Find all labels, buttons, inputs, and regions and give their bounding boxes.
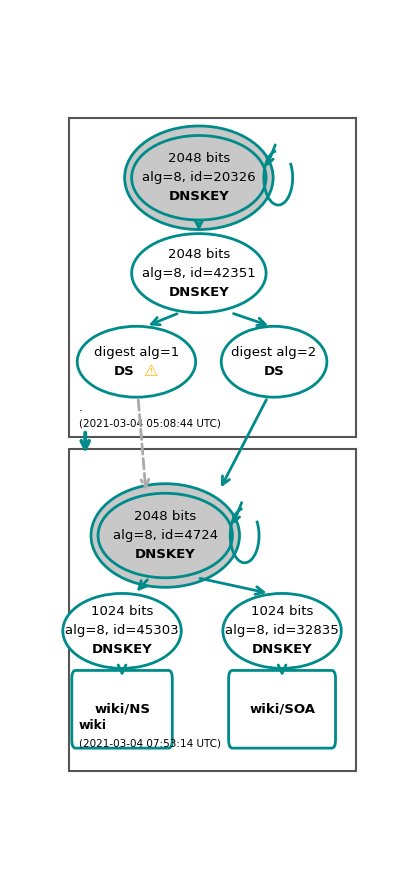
Text: DNSKEY: DNSKEY [135, 548, 196, 561]
Text: alg=8, id=42351: alg=8, id=42351 [142, 266, 256, 280]
Text: (2021-03-04 05:08:44 UTC): (2021-03-04 05:08:44 UTC) [79, 419, 221, 428]
Text: alg=8, id=20326: alg=8, id=20326 [142, 172, 256, 184]
Text: DS: DS [264, 365, 285, 378]
FancyBboxPatch shape [229, 671, 335, 748]
Text: DNSKEY: DNSKEY [169, 190, 229, 204]
Ellipse shape [221, 327, 327, 397]
Text: alg=8, id=32835: alg=8, id=32835 [225, 625, 339, 637]
Text: 2048 bits: 2048 bits [134, 510, 196, 523]
Bar [69, 449, 356, 771]
Ellipse shape [77, 327, 196, 397]
Text: wiki/NS: wiki/NS [94, 703, 150, 716]
Text: DNSKEY: DNSKEY [169, 286, 229, 299]
Text: wiki/SOA: wiki/SOA [249, 703, 315, 716]
Ellipse shape [98, 493, 233, 578]
Text: alg=8, id=4724: alg=8, id=4724 [113, 529, 218, 542]
Text: 1024 bits: 1024 bits [91, 605, 153, 619]
Text: 2048 bits: 2048 bits [168, 248, 230, 260]
Text: wiki: wiki [79, 720, 107, 733]
Text: DNSKEY: DNSKEY [92, 643, 152, 657]
Ellipse shape [132, 234, 266, 312]
Text: ⚠: ⚠ [144, 364, 158, 379]
Text: digest alg=2: digest alg=2 [231, 346, 317, 358]
Text: DS: DS [113, 365, 134, 378]
Text: 1024 bits: 1024 bits [251, 605, 313, 619]
Ellipse shape [132, 135, 266, 220]
Bar [69, 118, 356, 436]
Text: 2048 bits: 2048 bits [168, 152, 230, 165]
FancyBboxPatch shape [72, 671, 172, 748]
Text: alg=8, id=45303: alg=8, id=45303 [65, 625, 179, 637]
Text: DNSKEY: DNSKEY [252, 643, 313, 657]
Text: (2021-03-04 07:53:14 UTC): (2021-03-04 07:53:14 UTC) [79, 738, 221, 748]
Ellipse shape [63, 594, 181, 668]
Ellipse shape [91, 484, 240, 588]
Ellipse shape [223, 594, 341, 668]
Text: digest alg=1: digest alg=1 [94, 346, 179, 358]
Ellipse shape [125, 126, 273, 229]
Text: .: . [79, 401, 83, 414]
